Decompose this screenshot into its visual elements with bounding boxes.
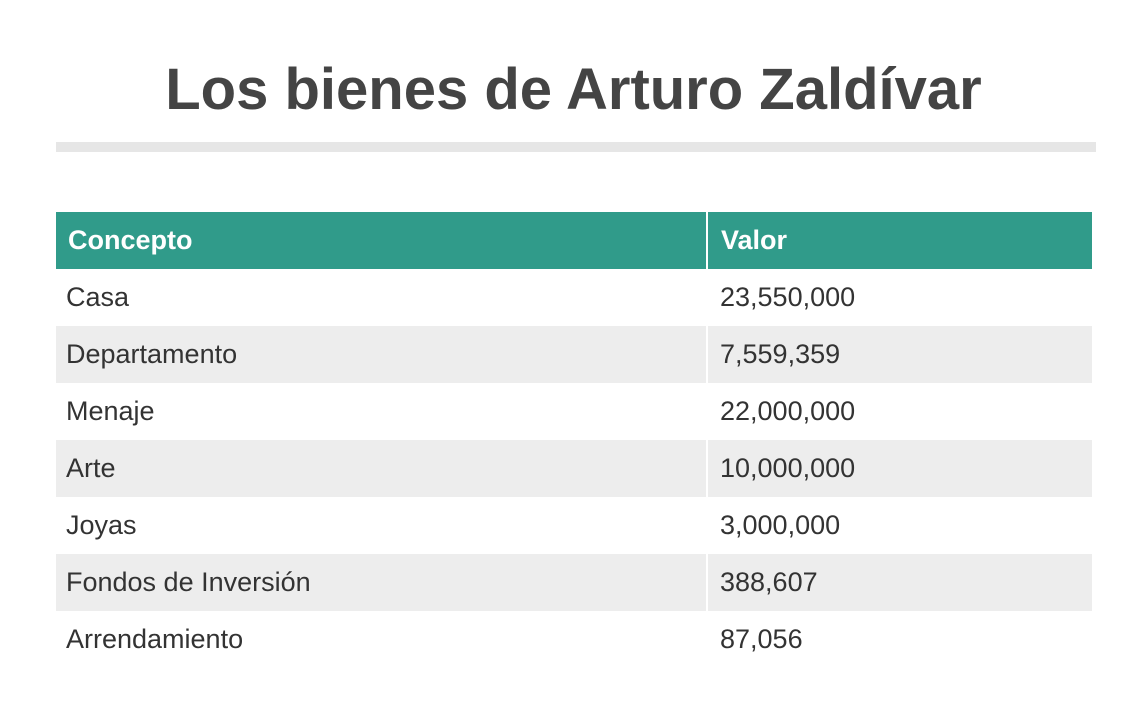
title-divider — [56, 142, 1096, 152]
table-row: Fondos de Inversión 388,607 — [56, 554, 1092, 611]
valor-cell: 388,607 — [720, 567, 818, 597]
table-row: Departamento 7,559,359 — [56, 326, 1092, 383]
page-title: Los bienes de Arturo Zaldívar — [165, 57, 982, 122]
valor-cell: 7,559,359 — [720, 339, 841, 369]
concepto-cell: Casa — [56, 269, 708, 326]
valor-cell: 87,056 — [720, 624, 803, 654]
valor-cell: 23,550,000 — [720, 282, 856, 312]
table-header-row: Concepto Valor — [56, 212, 1092, 269]
concepto-cell: Menaje — [56, 383, 708, 440]
concepto-cell: Joyas — [56, 497, 708, 554]
column-header-concepto: Concepto — [56, 212, 708, 269]
table-row: Arrendamiento 87,056 — [56, 611, 1092, 668]
table-row: Casa 23,550,000 — [56, 269, 1092, 326]
table-row: Menaje 22,000,000 — [56, 383, 1092, 440]
column-header-valor: Valor — [721, 225, 788, 255]
valor-cell: 22,000,000 — [720, 396, 856, 426]
table-row: Arte 10,000,000 — [56, 440, 1092, 497]
concepto-cell: Arrendamiento — [56, 611, 708, 668]
concepto-cell: Arte — [56, 440, 708, 497]
concepto-cell: Fondos de Inversión — [56, 554, 708, 611]
valor-cell: 3,000,000 — [720, 510, 841, 540]
assets-table: Concepto Valor Casa 23,550,000 Departame… — [56, 212, 1092, 668]
table-row: Joyas 3,000,000 — [56, 497, 1092, 554]
valor-cell: 10,000,000 — [720, 453, 856, 483]
concepto-cell: Departamento — [56, 326, 708, 383]
